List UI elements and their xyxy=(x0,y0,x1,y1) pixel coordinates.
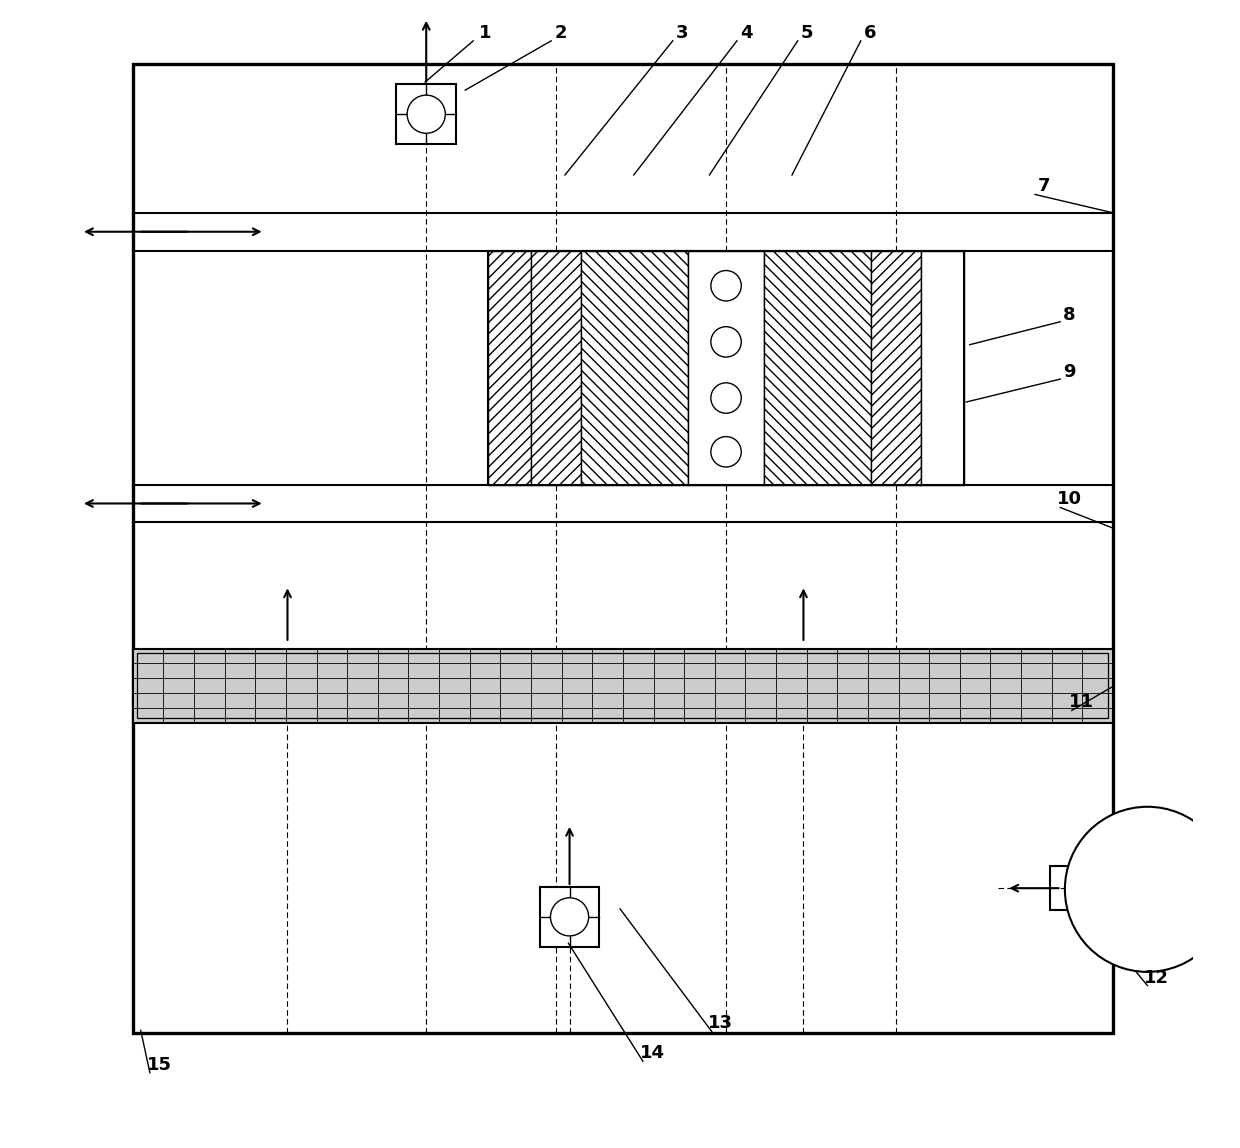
Bar xyxy=(688,250,764,484)
Bar xyxy=(872,250,921,484)
Text: 15: 15 xyxy=(146,1056,171,1073)
Bar xyxy=(1050,867,1128,910)
Text: 3: 3 xyxy=(676,24,688,41)
Text: 9: 9 xyxy=(1063,363,1076,381)
Bar xyxy=(531,250,580,484)
Text: 11: 11 xyxy=(1069,693,1094,712)
Text: 6: 6 xyxy=(864,24,877,41)
Circle shape xyxy=(407,95,445,133)
Circle shape xyxy=(1065,807,1230,972)
Bar xyxy=(133,649,1114,723)
Text: 13: 13 xyxy=(708,1015,733,1032)
Bar xyxy=(397,85,456,144)
Bar xyxy=(489,250,963,484)
Text: 5: 5 xyxy=(801,24,813,41)
Text: 8: 8 xyxy=(1063,305,1076,324)
Bar xyxy=(539,887,599,947)
Text: 4: 4 xyxy=(740,24,753,41)
Bar xyxy=(133,649,1114,723)
Circle shape xyxy=(551,898,589,936)
Text: 1: 1 xyxy=(479,24,491,41)
Text: 2: 2 xyxy=(554,24,567,41)
Circle shape xyxy=(711,382,742,413)
Bar xyxy=(489,250,531,484)
Bar xyxy=(921,250,963,484)
Text: 7: 7 xyxy=(1038,178,1050,195)
Bar xyxy=(489,250,963,484)
Bar xyxy=(138,653,1109,719)
Text: 14: 14 xyxy=(640,1045,665,1062)
Bar xyxy=(133,64,1114,1033)
Bar xyxy=(764,250,872,484)
Bar xyxy=(580,250,688,484)
Circle shape xyxy=(711,271,742,301)
Circle shape xyxy=(711,436,742,467)
Circle shape xyxy=(711,327,742,357)
Text: 10: 10 xyxy=(1056,490,1083,509)
Text: 12: 12 xyxy=(1145,969,1169,986)
